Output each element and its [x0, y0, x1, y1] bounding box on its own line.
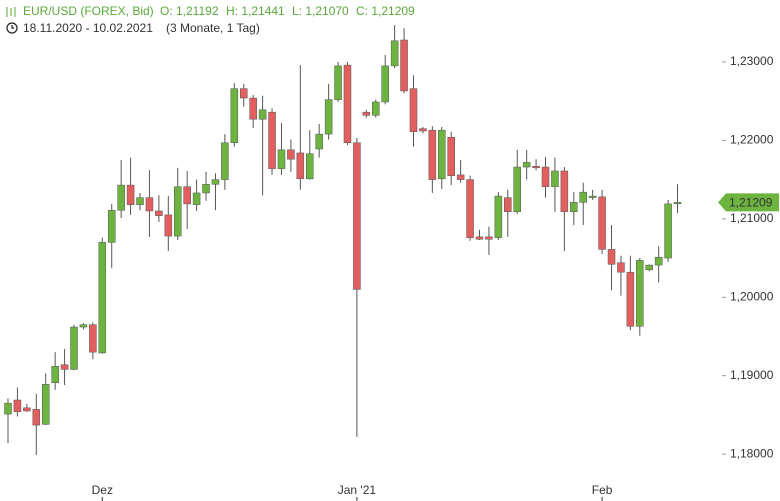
candle-body	[541, 166, 550, 187]
period: (3 Monate, 1 Tag)	[166, 21, 260, 35]
candle-body	[107, 209, 116, 243]
candle-body	[258, 109, 267, 120]
candle-body	[315, 133, 323, 150]
candle-body	[13, 399, 22, 413]
candle-body	[579, 191, 587, 203]
candle-body	[522, 162, 531, 168]
candle-body	[456, 174, 465, 180]
candle-body	[428, 129, 437, 180]
candle-body	[409, 88, 418, 133]
candle-body	[324, 99, 333, 135]
candle-body	[79, 324, 88, 328]
candle-body	[494, 195, 503, 238]
candle-body	[475, 236, 484, 240]
candle-body	[362, 111, 371, 116]
candle-body	[117, 184, 125, 211]
candle-body	[560, 170, 569, 213]
candle-body	[607, 249, 616, 265]
candle-body	[381, 65, 389, 103]
candle-body	[390, 40, 399, 67]
candle-body	[221, 142, 229, 180]
x-tick-label: Jan '21	[338, 483, 377, 497]
current-price-label: 1,21209	[729, 196, 773, 210]
x-tick-label: Feb	[592, 483, 613, 497]
ohlc-low: L: 1,21070	[292, 4, 349, 18]
candle-body	[626, 271, 635, 327]
candle-body	[551, 170, 559, 187]
candle-body	[192, 192, 201, 205]
candle-body	[532, 166, 540, 169]
candle-body	[419, 128, 427, 132]
date-range: 18.11.2020 - 10.02.2021	[23, 21, 153, 35]
candle-body	[277, 149, 286, 169]
candle-body	[32, 409, 41, 426]
candle-body	[664, 203, 672, 259]
candle-body	[287, 149, 295, 160]
y-tick-label: 1,19000	[730, 368, 774, 382]
candle-body	[306, 153, 314, 180]
candle-body	[211, 179, 220, 185]
candle-body	[334, 65, 342, 100]
ohlc-high: H: 1,21441	[226, 4, 285, 18]
candle-body	[372, 101, 380, 116]
y-tick-label: 1,22000	[730, 133, 774, 147]
candle-body	[654, 257, 663, 266]
candle-body	[126, 184, 135, 205]
candle-body	[268, 111, 276, 169]
candle-body	[353, 142, 361, 290]
candle-body	[230, 88, 239, 143]
candle-body	[183, 186, 191, 205]
candle-body	[617, 262, 625, 273]
candle-body	[636, 260, 644, 327]
chart-icon	[6, 7, 16, 17]
chart-title: EUR/USD (FOREX, Bid)	[23, 4, 154, 18]
candle-body	[155, 210, 163, 216]
x-tick-label: Dez	[92, 483, 113, 497]
candle-body	[485, 236, 493, 240]
ohlc-close: C: 1,21209	[356, 4, 415, 18]
candle-body	[23, 407, 31, 412]
candle-body	[4, 402, 12, 415]
candle-body	[249, 97, 257, 120]
candle-body	[400, 39, 408, 92]
candle-body	[136, 197, 144, 205]
candle-body	[51, 366, 59, 383]
header: EUR/USD (FOREX, Bid) O: 1,21192 H: 1,214…	[6, 4, 415, 35]
candle-body	[70, 326, 78, 370]
candle-body	[570, 202, 578, 213]
candle-body	[89, 324, 97, 353]
y-tick-label: 1,21000	[730, 211, 774, 225]
y-tick-label: 1,23000	[730, 54, 774, 68]
candle-body	[673, 202, 682, 205]
candle-body	[164, 214, 173, 237]
candle-body	[173, 186, 182, 237]
candle-body	[588, 195, 597, 198]
candle-body	[645, 264, 653, 271]
candle-body	[447, 137, 455, 176]
clock-icon	[6, 22, 18, 34]
candle-body	[438, 129, 446, 180]
candle-body	[343, 64, 352, 143]
candle-body	[598, 196, 606, 250]
ohlc-open: O: 1,21192	[160, 4, 219, 18]
candle-body	[240, 88, 248, 99]
candle-body	[466, 179, 474, 238]
candle-body	[98, 242, 107, 354]
candle-body	[202, 184, 210, 194]
candle-body	[513, 166, 521, 213]
y-tick-label: 1,18000	[730, 446, 774, 460]
candle-body	[145, 197, 154, 212]
candle-body	[504, 197, 512, 213]
candle-body	[60, 364, 69, 370]
y-tick-label: 1,20000	[730, 289, 774, 303]
candle-body	[41, 384, 50, 425]
current-price-tag	[718, 193, 779, 212]
candle-body	[296, 152, 305, 180]
